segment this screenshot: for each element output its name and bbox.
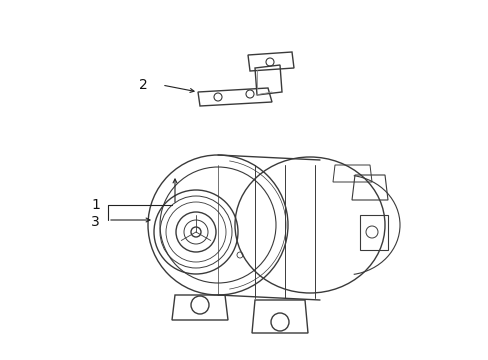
Text: 3: 3 <box>91 215 100 229</box>
Text: 1: 1 <box>91 198 100 212</box>
Text: 2: 2 <box>139 78 148 92</box>
